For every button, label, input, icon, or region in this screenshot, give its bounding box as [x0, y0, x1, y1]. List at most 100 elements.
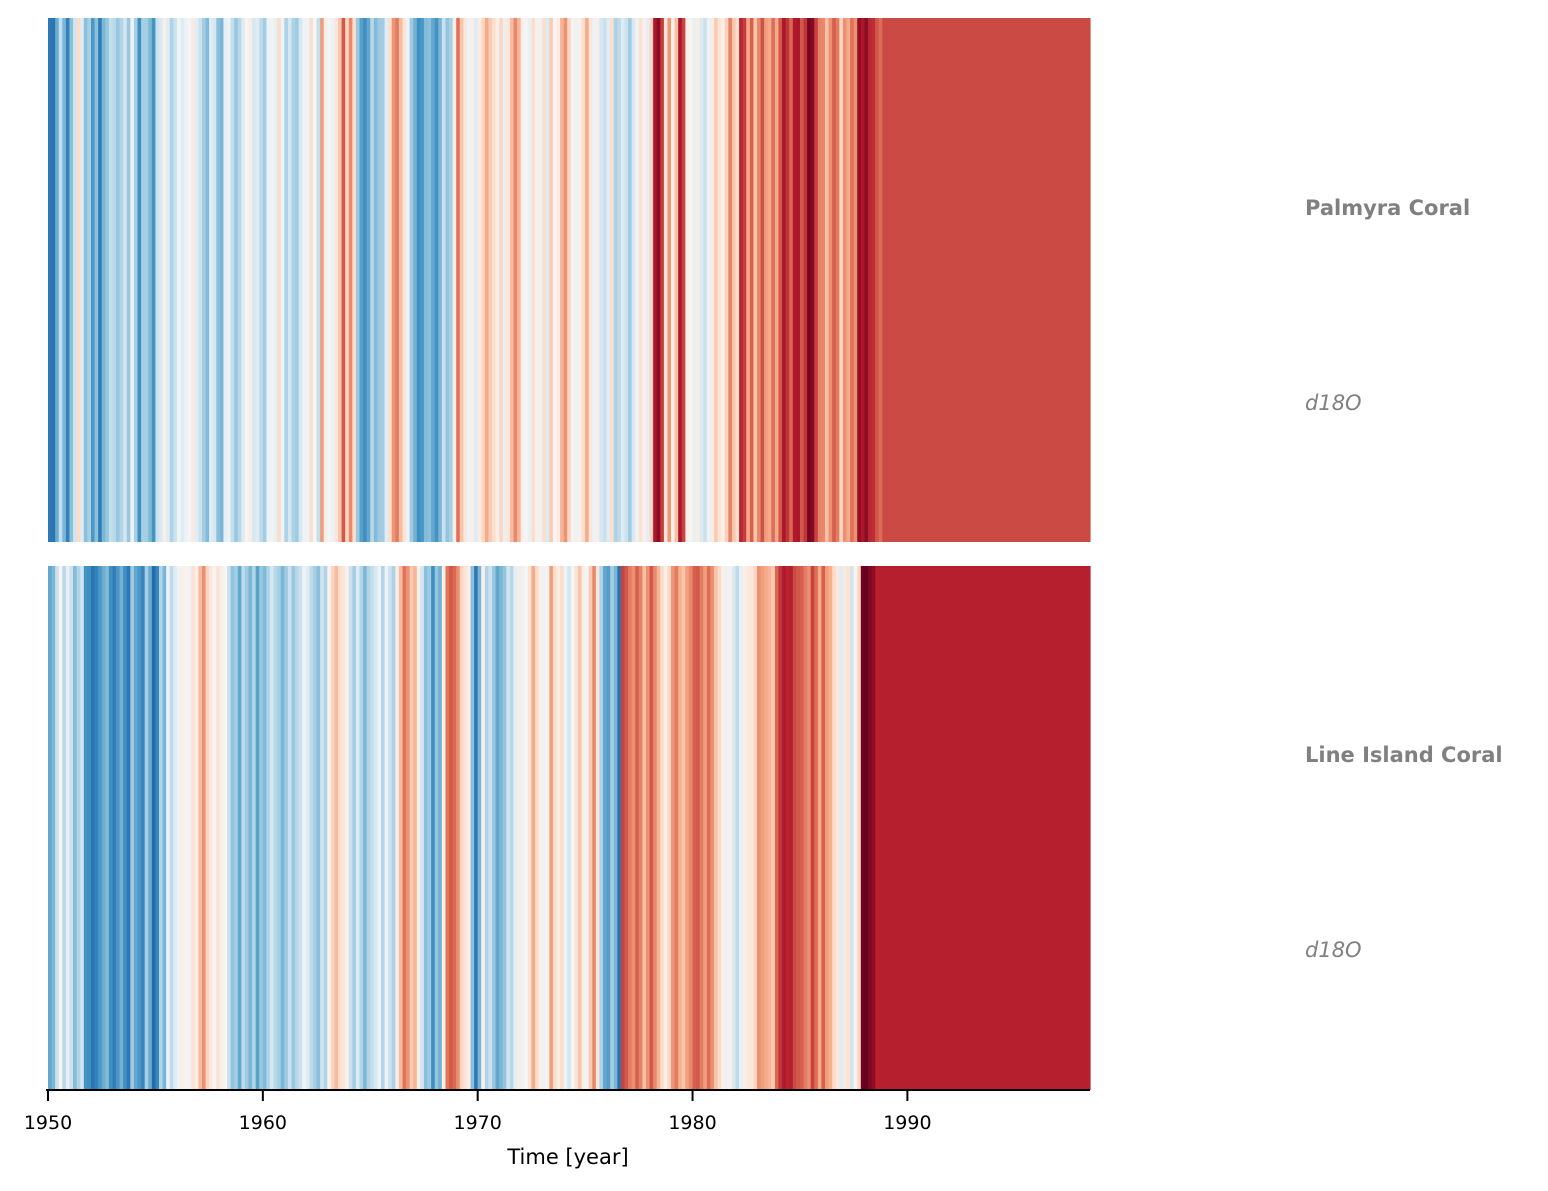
stripe	[108, 18, 114, 542]
stripe	[635, 566, 640, 1090]
stripe	[284, 18, 289, 542]
stripe	[710, 18, 715, 542]
stripe	[51, 18, 56, 542]
stripe	[377, 566, 382, 1090]
stripe	[420, 18, 425, 542]
stripe	[531, 566, 536, 1090]
stripe	[119, 566, 124, 1090]
stripe	[552, 566, 558, 1090]
stripe	[717, 18, 722, 542]
stripe	[230, 566, 235, 1090]
stripe	[756, 566, 762, 1090]
stripe	[105, 566, 110, 1090]
stripe	[624, 566, 629, 1090]
stripe	[774, 566, 780, 1090]
stripe	[556, 18, 561, 542]
panel-variable-line-island: d18O	[1305, 938, 1362, 962]
stripe	[724, 566, 729, 1090]
stripe	[867, 18, 873, 542]
stripe	[477, 566, 482, 1090]
stripe	[205, 566, 210, 1090]
stripe	[252, 566, 257, 1090]
stripe	[556, 566, 561, 1090]
stripe	[209, 18, 214, 542]
stripe	[363, 566, 368, 1090]
stripe	[463, 18, 468, 542]
stripe	[62, 566, 67, 1090]
stripe	[219, 18, 225, 542]
stripe	[499, 18, 504, 542]
stripe	[481, 566, 486, 1090]
stripe	[470, 566, 475, 1090]
stripe	[696, 18, 701, 542]
stripe	[133, 566, 139, 1090]
stripe	[513, 566, 518, 1090]
stripe	[123, 566, 128, 1090]
stripe	[724, 18, 729, 542]
stripe	[241, 18, 246, 542]
stripe	[577, 18, 583, 542]
stripe	[108, 566, 114, 1090]
stripe	[502, 18, 507, 542]
stripe	[764, 18, 769, 542]
stripe	[312, 18, 318, 542]
stripe	[789, 18, 794, 542]
stripe	[423, 18, 429, 542]
stripe	[445, 566, 450, 1090]
stripe	[352, 566, 357, 1090]
stripe	[230, 18, 235, 542]
stripe	[753, 566, 758, 1090]
stripe	[588, 566, 593, 1090]
stripe	[198, 18, 203, 542]
stripe	[560, 18, 565, 542]
stripe	[359, 18, 364, 542]
stripe	[90, 18, 96, 542]
stripe	[330, 18, 336, 542]
stripe	[94, 18, 99, 542]
stripe	[835, 18, 840, 542]
stripe	[176, 18, 182, 542]
stripe	[810, 18, 815, 542]
stripe	[771, 566, 776, 1090]
stripe	[280, 566, 285, 1090]
stripe	[742, 18, 747, 542]
stripe	[427, 18, 432, 542]
stripe	[234, 566, 239, 1090]
stripe	[796, 566, 801, 1090]
stripe	[706, 566, 712, 1090]
stripe	[427, 566, 432, 1090]
stripe	[692, 566, 697, 1090]
stripe	[642, 18, 647, 542]
stripe	[252, 18, 257, 542]
stripe	[420, 566, 425, 1090]
stripe	[828, 18, 833, 542]
stripe	[148, 566, 153, 1090]
stripe	[452, 18, 457, 542]
stripe	[506, 566, 511, 1090]
stripe	[645, 18, 651, 542]
stripe	[205, 18, 210, 542]
stripe	[624, 18, 629, 542]
stripe	[201, 18, 207, 542]
stripe	[73, 566, 78, 1090]
stripe	[391, 566, 396, 1090]
stripe	[617, 566, 622, 1090]
stripe	[853, 18, 858, 542]
stripe	[502, 566, 507, 1090]
stripe	[309, 18, 314, 542]
stripe	[270, 566, 275, 1090]
stripe	[749, 18, 755, 542]
stripe	[302, 566, 307, 1090]
stripe	[857, 566, 862, 1090]
stripe	[130, 566, 135, 1090]
stripe	[366, 18, 371, 542]
stripe	[860, 566, 866, 1090]
stripe	[606, 566, 611, 1090]
stripe	[753, 18, 758, 542]
stripe	[603, 566, 608, 1090]
stripe	[810, 566, 815, 1090]
stripe	[209, 566, 214, 1090]
stripe	[785, 566, 790, 1090]
stripe	[98, 18, 103, 542]
stripe	[628, 18, 633, 542]
